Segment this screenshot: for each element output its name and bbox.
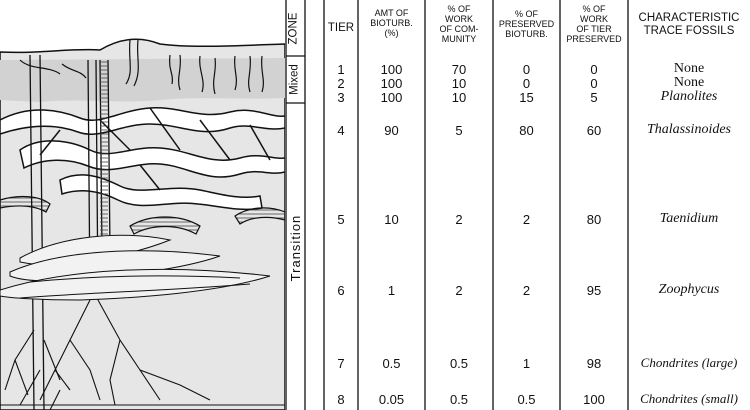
cell-amt-tier-7: 0.5 [382,356,401,371]
cell-work-tier-tier-3: 5 [590,90,598,105]
header-amt-line-1: AMT OF [374,8,409,18]
cell-tier-tier-8: 8 [337,392,345,407]
header-work-tier-line-3: OF TIER [576,24,612,34]
chondrites-branches [4,299,211,410]
header-amt-line-2: BIOTURB. [370,18,413,28]
cell-work-comm-tier-2: 10 [451,76,467,91]
cell-trace-fossil-tier-6: Zoophycus [658,282,720,297]
thalassinoides-network [0,107,285,211]
vertical-shafts [29,54,111,410]
header-zone: ZONE [287,12,300,45]
header-fossils-line-2: TRACE FOSSILS [643,25,735,37]
cell-tier-tier-2: 2 [337,76,345,91]
cell-tier-tier-6: 6 [337,283,345,298]
cell-trace-fossil-tier-5: Taenidium [659,211,719,226]
cell-work-tier-tier-8: 100 [583,392,605,407]
cell-trace-fossil-tier-2: None [673,75,705,90]
header-work-comm-line-2: WORK [445,14,473,24]
header-amt-bioturb: AMT OF BIOTURB. (%) [358,8,425,38]
cell-preserved-tier-6: 2 [522,283,531,298]
cell-work-tier-tier-2: 0 [590,76,598,91]
cell-amt-tier-5: 10 [384,212,399,227]
cell-work-tier-tier-7: 98 [586,356,602,371]
header-preserved-line-1: % OF [514,9,538,19]
cell-preserved-tier-1: 0 [522,62,531,77]
cell-tier-tier-4: 4 [337,123,345,138]
cell-tier-tier-7: 7 [337,356,345,371]
header-tier: TIER [327,22,355,34]
cell-preserved-tier-2: 0 [522,76,531,91]
cell-tier-tier-5: 5 [337,212,345,227]
cell-trace-fossil-tier-7: Chondrites (large) [640,355,738,370]
cell-work-comm-tier-4: 5 [455,123,463,138]
cell-tier-tier-1: 1 [337,62,345,77]
header-work-comm-line-3: OF COM- [439,24,479,34]
header-work-comm-line-1: % OF [447,4,471,14]
mixed-zone-burrows [19,39,265,95]
bioturbation-illustration [0,38,285,410]
cell-amt-tier-6: 1 [387,283,396,298]
cell-work-comm-tier-6: 2 [455,283,463,298]
cell-work-comm-tier-3: 10 [451,90,467,105]
cell-amt-tier-8: 0.05 [378,392,405,407]
header-amt-line-3: (%) [384,28,399,38]
zone-label-mixed: Mixed [288,64,301,95]
header-fossils-line-1: CHARACTERISTIC [638,12,740,24]
header-pct-work-tier-preserved: % OF WORK OF TIER PRESERVED [560,4,628,44]
header-trace-fossils: CHARACTERISTIC TRACE FOSSILS [628,12,750,38]
cell-work-comm-tier-7: 0.5 [449,356,469,371]
cell-amt-tier-1: 100 [380,62,403,77]
cell-preserved-tier-4: 80 [519,123,534,138]
shaft-fill [100,60,108,250]
cell-trace-fossil-tier-3: Planolites [660,89,718,104]
cell-tier-tier-3: 3 [337,90,345,105]
cell-work-comm-tier-1: 70 [451,62,467,77]
header-work-tier-line-1: % OF [582,4,606,14]
cell-amt-tier-2: 100 [380,76,403,91]
cell-trace-fossil-tier-1: None [673,61,705,76]
taenidium-burrows [0,195,285,235]
cell-work-comm-tier-8: 0.5 [449,392,469,407]
cell-amt-tier-3: 100 [380,90,403,105]
cell-preserved-tier-8: 0.5 [517,392,536,407]
zoophycus-spreite [0,234,271,301]
cell-preserved-tier-3: 15 [519,90,534,105]
mixed-layer-band [0,58,285,102]
header-work-comm-line-4: MUNITY [441,34,477,44]
zone-label-transition: Transition [288,214,303,282]
cell-trace-fossil-tier-4: Thalassinoides [646,122,731,137]
cell-work-comm-tier-5: 2 [455,212,463,227]
cell-trace-fossil-tier-8: Chondrites (small) [640,391,738,406]
cell-preserved-tier-7: 1 [522,356,531,371]
cell-preserved-tier-5: 2 [522,212,531,227]
header-work-tier-line-4: PRESERVED [566,34,622,44]
cell-work-tier-tier-1: 0 [590,62,598,77]
header-pct-preserved-bioturb: % OF PRESERVED BIOTURB. [493,9,560,39]
cell-work-tier-tier-6: 95 [586,283,602,298]
cell-amt-tier-4: 90 [384,123,399,138]
header-preserved-line-3: BIOTURB. [505,29,548,39]
cell-work-tier-tier-4: 60 [586,123,602,138]
header-preserved-line-2: PRESERVED [498,19,555,29]
header-work-tier-line-2: WORK [580,14,608,24]
cell-work-tier-tier-5: 80 [586,212,602,227]
header-pct-work-community: % OF WORK OF COM- MUNITY [425,4,493,44]
